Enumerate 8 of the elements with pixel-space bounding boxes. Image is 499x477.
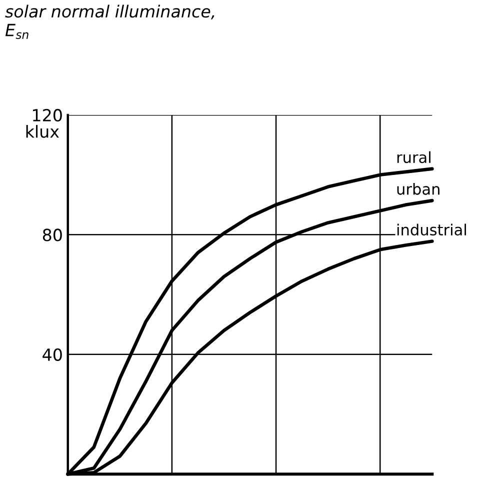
y-tick-label: 120	[33, 108, 62, 122]
series-label: rural	[397, 151, 430, 164]
y-tick-label: 80	[42, 228, 62, 242]
series-label: industrial	[397, 224, 466, 236]
series-label: urban	[397, 183, 440, 195]
y-tick-label: 40	[42, 348, 62, 361]
text: klux	[26, 124, 59, 138]
y-axis-title: solar normal illuminance, E$_{sn}$	[5, 4, 214, 39]
